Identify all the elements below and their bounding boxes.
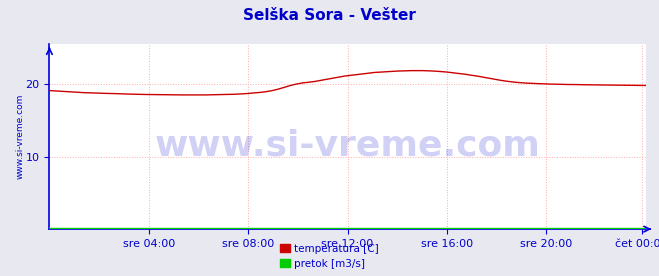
Y-axis label: www.si-vreme.com: www.si-vreme.com (15, 94, 24, 179)
Text: www.si-vreme.com: www.si-vreme.com (155, 129, 540, 163)
Legend: temperatura [C], pretok [m3/s]: temperatura [C], pretok [m3/s] (277, 242, 382, 271)
Text: Selška Sora - Vešter: Selška Sora - Vešter (243, 8, 416, 23)
